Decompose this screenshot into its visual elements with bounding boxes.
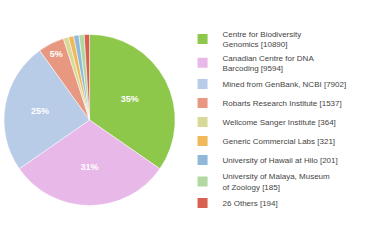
svg-text:University of Malaya, Museumof: University of Malaya, Museumof Zoology [… xyxy=(223,172,330,191)
svg-text:Mined from GenBank, NCBI [7902: Mined from GenBank, NCBI [7902] xyxy=(223,80,347,89)
svg-text:Centre for BiodiversityGenomic: Centre for BiodiversityGenomics [10890] xyxy=(223,30,302,49)
svg-text:35%: 35% xyxy=(121,94,139,104)
svg-text:Wellcome Sanger Institute [364: Wellcome Sanger Institute [364] xyxy=(223,118,336,127)
svg-text:Canadian Centre for DNABarcodi: Canadian Centre for DNABarcoding [9594] xyxy=(223,54,315,73)
svg-text:5%: 5% xyxy=(50,49,63,59)
svg-text:25%: 25% xyxy=(31,106,49,116)
svg-text:31%: 31% xyxy=(81,162,99,172)
svg-text:Generic Commercial Labs [321]: Generic Commercial Labs [321] xyxy=(223,137,336,146)
svg-text:26 Others [194]: 26 Others [194] xyxy=(223,199,278,208)
svg-text:Robarts Research Institute [15: Robarts Research Institute [1537] xyxy=(223,99,342,108)
svg-text:University of Hawaii at Hilo [: University of Hawaii at Hilo [201] xyxy=(223,156,338,165)
